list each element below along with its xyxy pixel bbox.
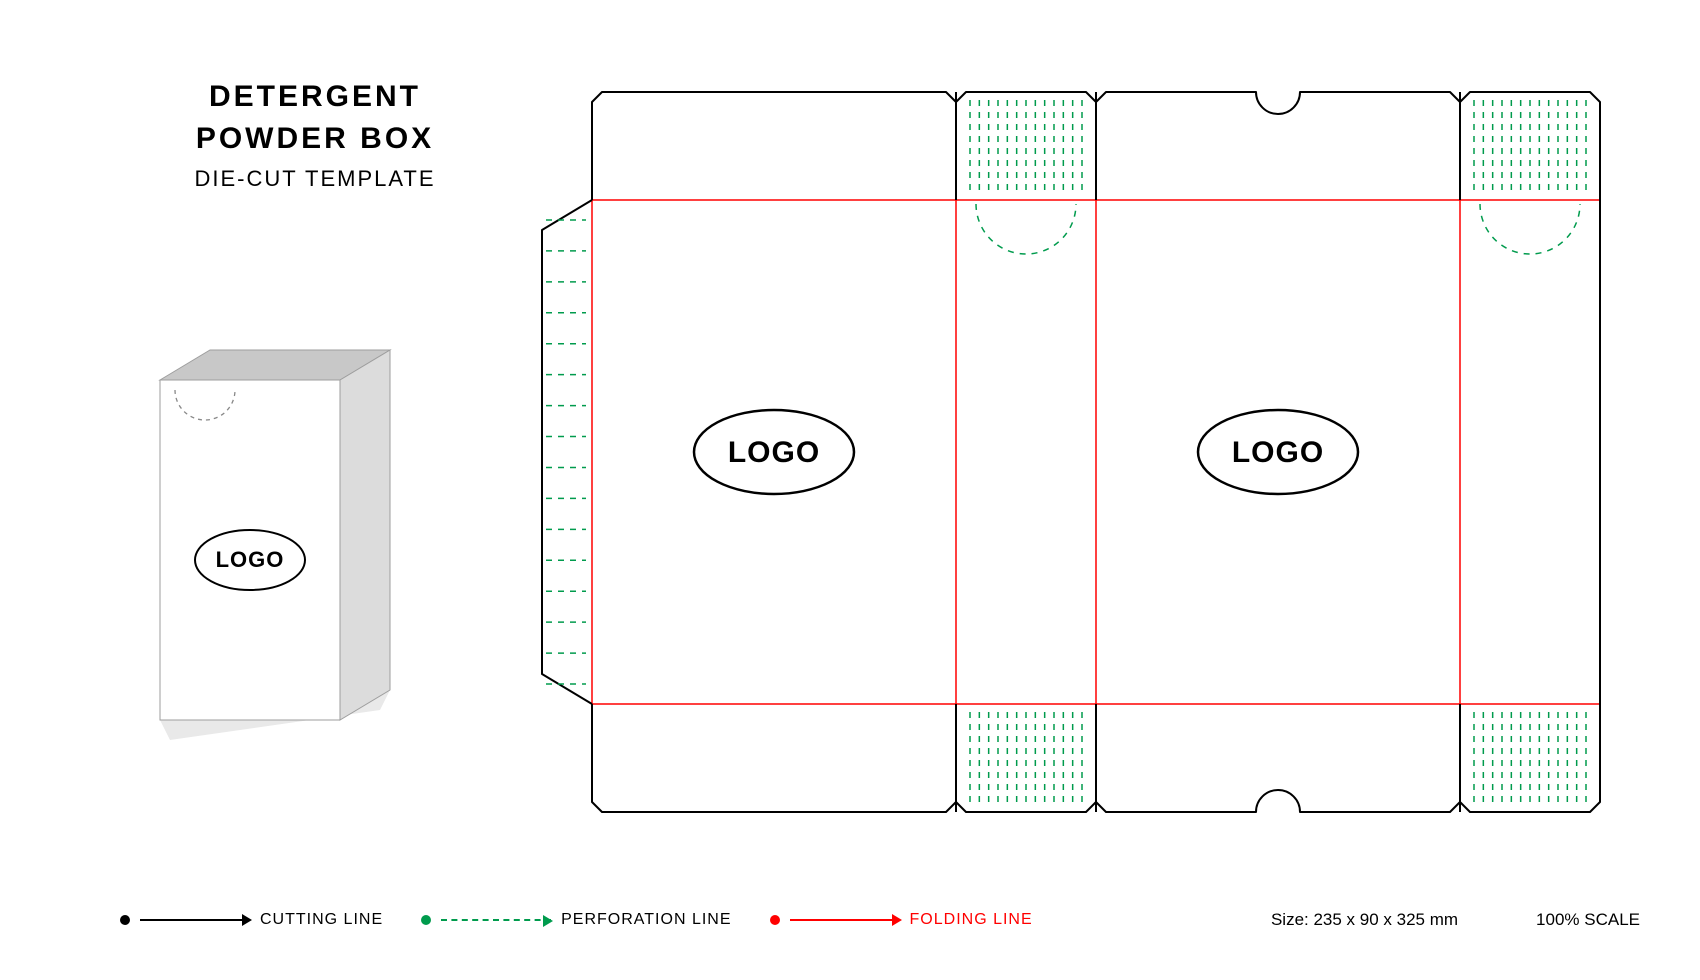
diecut-template: LOGO LOGO bbox=[490, 70, 1650, 840]
svg-text:LOGO: LOGO bbox=[1232, 436, 1324, 469]
legend-cutting-label: CUTTING LINE bbox=[260, 911, 383, 929]
legend: CUTTING LINE PERFORATION LINE FOLDING LI… bbox=[120, 900, 1640, 940]
svg-text:LOGO: LOGO bbox=[216, 547, 285, 572]
title-block: DETERGENT POWDER BOX DIE-CUT TEMPLATE bbox=[135, 80, 495, 192]
scale-label: 100% SCALE bbox=[1536, 910, 1640, 930]
mockup-3d: LOGO bbox=[120, 280, 420, 760]
title-line1: DETERGENT bbox=[135, 80, 495, 114]
size-label: Size: 235 x 90 x 325 mm bbox=[1271, 910, 1458, 930]
legend-perforation-label: PERFORATION LINE bbox=[561, 911, 731, 929]
title-line3: DIE-CUT TEMPLATE bbox=[135, 166, 495, 192]
legend-folding-label: FOLDING LINE bbox=[910, 911, 1033, 929]
legend-perforation: PERFORATION LINE bbox=[421, 911, 731, 929]
legend-folding: FOLDING LINE bbox=[770, 911, 1033, 929]
title-line2: POWDER BOX bbox=[135, 122, 495, 156]
legend-cutting: CUTTING LINE bbox=[120, 911, 383, 929]
svg-text:LOGO: LOGO bbox=[728, 436, 820, 469]
